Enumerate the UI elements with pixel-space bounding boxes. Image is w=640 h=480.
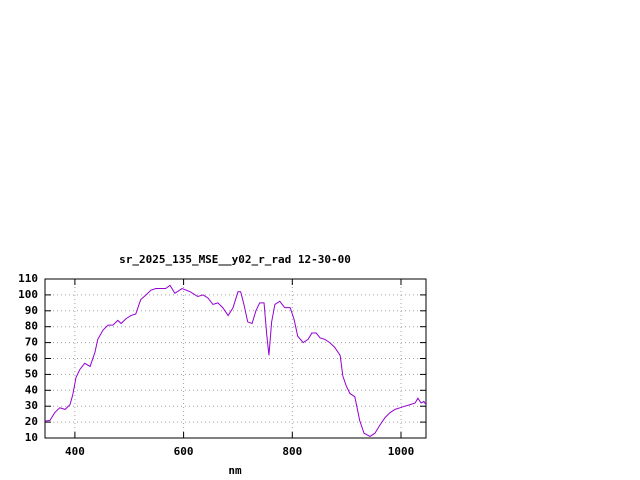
chart-title: sr_2025_135_MSE__y02_r_rad 12-30-00 (119, 253, 351, 266)
y-tick-label: 10 (25, 431, 38, 444)
y-tick-label: 100 (18, 288, 38, 301)
x-tick-label: 1000 (388, 445, 415, 458)
data-line (44, 284, 427, 437)
x-axis-label: nm (228, 464, 242, 477)
y-tick-label: 20 (25, 415, 38, 428)
x-tick-label: 800 (282, 445, 302, 458)
x-tick-label: 600 (174, 445, 194, 458)
y-tick-label: 60 (25, 352, 38, 365)
y-tick-label: 40 (25, 383, 38, 396)
plot-frame (44, 278, 427, 439)
y-tick-label: 50 (25, 367, 38, 380)
x-tick-label: 400 (65, 445, 85, 458)
y-tick-label: 30 (25, 399, 38, 412)
y-tick-label: 70 (25, 336, 38, 349)
y-tick-label: 80 (25, 320, 38, 333)
y-tick-label: 110 (18, 272, 38, 285)
y-tick-label: 90 (25, 304, 38, 317)
